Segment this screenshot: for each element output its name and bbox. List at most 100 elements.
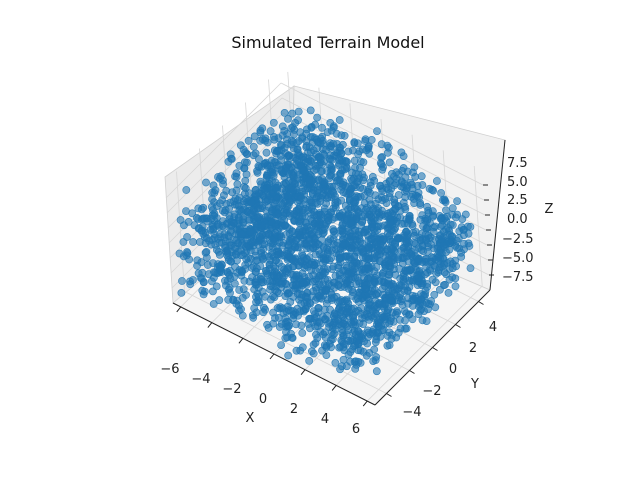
scatter-point [392,291,401,300]
scatter-point [379,163,387,171]
scatter-point [385,341,394,349]
scatter-point [323,248,332,256]
scatter-point [243,235,251,244]
scatter-point [410,231,419,240]
scatter-point [448,264,457,273]
scatter-point [431,222,440,231]
scatter-point [256,126,265,135]
scatter-point [307,266,315,274]
scatter-point [269,132,278,141]
scatter-point [282,205,291,214]
scatter-point [443,230,452,239]
scatter-point [322,286,330,295]
scatter-point [314,176,323,185]
scatter-point [292,346,301,355]
scatter-point [440,268,449,277]
x-tick-label: −4 [191,372,210,387]
scatter-point [318,271,327,280]
scatter-point [293,304,302,313]
scatter-point [374,277,383,285]
scatter-point [192,213,201,222]
scatter-point [335,255,344,264]
scatter-point [331,213,339,222]
scatter-point [208,287,217,296]
scatter-point [318,191,327,200]
x-tick-label: 4 [321,412,329,427]
scatter-point [249,313,258,322]
scatter-point [291,154,300,163]
x-tick-mark [362,400,368,407]
scatter-point [178,277,186,285]
scatter-point [292,280,301,289]
z-tick-label: 7.5 [507,156,528,171]
scatter-point [432,177,441,185]
scatter-point [279,272,288,281]
scatter-point [182,186,191,194]
x-tick-mark [176,306,182,313]
scatter-point [237,207,246,216]
floor-grid-y [184,291,387,394]
scatter-point [309,349,318,358]
scatter-point [342,307,351,316]
scatter-point [409,294,418,303]
scatter-points [175,106,475,376]
scatter-point [392,174,401,183]
scatter-point [317,167,326,176]
scatter-point [379,236,388,245]
z-tick-label: −2.5 [502,232,534,247]
scatter-point [189,238,197,246]
scatter-point [257,221,266,230]
scatter-point [207,214,216,223]
scatter-point [410,199,418,207]
scatter-point [176,216,185,224]
scatter-point [362,351,371,360]
x-tick-label: 6 [352,422,360,437]
scatter-point [448,210,457,219]
scatter-point [296,257,305,266]
scatter-point [335,156,344,165]
scatter-point [255,189,263,197]
scatter-point [441,280,449,289]
scatter-point [305,272,313,281]
x-tick-mark [207,322,213,328]
scatter-point [368,220,377,229]
scatter-point [365,149,374,158]
scatter-point [317,294,326,303]
scatter-point [383,306,392,315]
scatter-point [387,257,396,266]
scatter-point [401,266,410,275]
scatter-point [215,296,224,305]
scatter-point [342,212,351,221]
scatter-point [228,218,237,227]
scatter-point [296,202,304,211]
scatter-point [317,210,326,219]
scatter-point [335,343,343,352]
scatter-point [464,239,473,248]
scatter-point [371,296,379,305]
scatter-point [421,270,430,279]
scatter-point [367,234,376,243]
z-tick-label: −5.0 [502,251,534,266]
scatter-point [413,181,422,190]
scatter-point [239,197,248,206]
scatter-point [289,270,298,279]
scatter-point [390,226,399,234]
scatter-point [312,259,320,268]
scatter-point [215,250,224,259]
scatter-point [344,336,352,345]
scatter-point [312,286,321,294]
scatter-point [305,176,313,184]
scatter-point [331,358,340,367]
scatter-point [460,245,468,254]
scatter-point [364,264,373,273]
scatter-point [455,227,464,235]
y-tick-mark [432,347,438,351]
scatter-point [424,234,433,243]
scatter-point [442,248,450,256]
scatter-point [242,242,250,251]
scatter-point [249,151,258,160]
scatter-point [372,310,381,318]
scatter-point [207,277,216,286]
y-axis-label: Y [470,377,479,392]
z-axis-line [489,139,506,291]
